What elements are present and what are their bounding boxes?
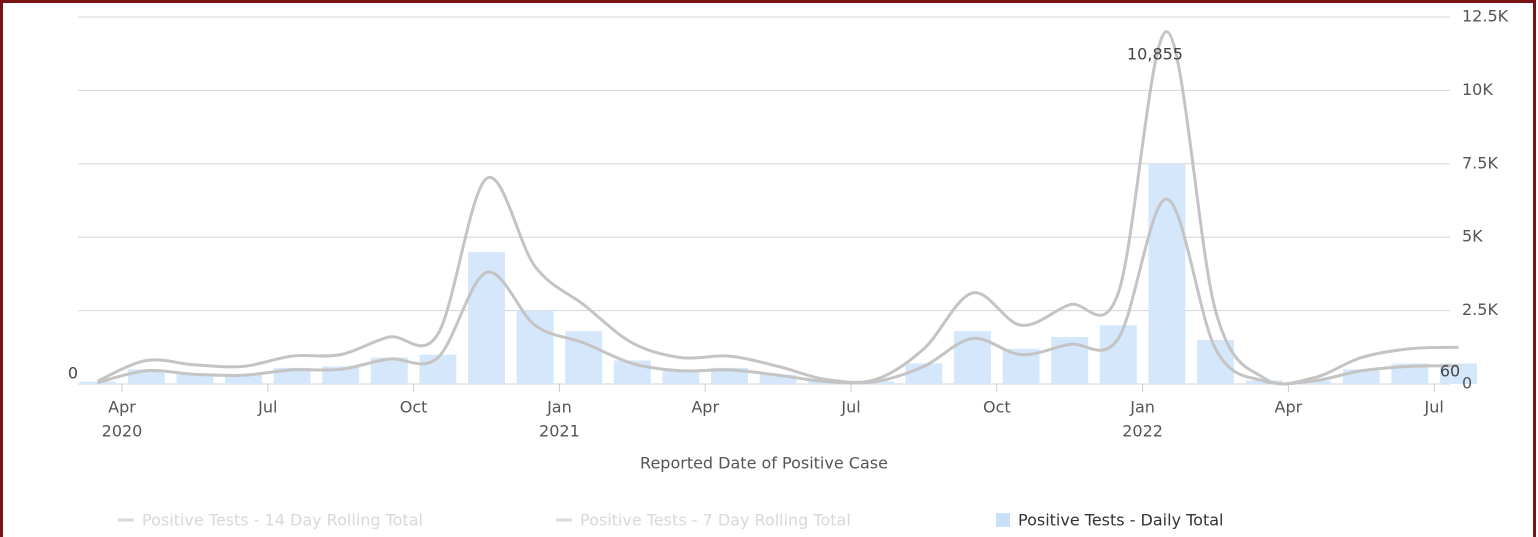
x-tick-year: 2020 <box>102 422 143 441</box>
bar <box>1148 163 1186 384</box>
annotation: 10,855 <box>1127 45 1183 64</box>
x-tick-year: 2021 <box>539 422 580 441</box>
x-tick-label: Jan <box>1129 398 1155 417</box>
x-axis-label: Reported Date of Positive Case <box>640 454 888 473</box>
x-tick-label: Jul <box>1424 398 1444 417</box>
bar <box>1099 325 1137 384</box>
bar <box>759 374 797 384</box>
line <box>97 30 1459 386</box>
y-tick-label: 7.5K <box>1462 153 1498 172</box>
y-tick-label: 0 <box>1462 374 1472 393</box>
bar <box>516 310 554 384</box>
annotation: 0 <box>68 364 78 383</box>
x-tick-label: Oct <box>400 398 428 417</box>
bar <box>905 363 943 384</box>
y-tick-label: 5K <box>1462 227 1483 246</box>
legend-label: Positive Tests - Daily Total <box>1018 511 1224 530</box>
x-tick-label: Apr <box>108 398 136 417</box>
x-tick-label: Jan <box>546 398 572 417</box>
x-tick-label: Apr <box>691 398 719 417</box>
bar <box>225 374 262 384</box>
bar <box>1391 363 1429 384</box>
x-tick-label: Jul <box>257 398 277 417</box>
legend-label: Positive Tests - 14 Day Rolling Total <box>142 511 423 530</box>
annotation: 60 <box>1440 362 1460 381</box>
x-tick-label: Jul <box>840 398 860 417</box>
line <box>97 197 1459 386</box>
x-tick-label: Apr <box>1275 398 1303 417</box>
bar <box>176 373 214 384</box>
bar <box>1440 363 1477 384</box>
legend-label: Positive Tests - 7 Day Rolling Total <box>580 511 851 530</box>
y-tick-label: 12.5K <box>1462 7 1509 26</box>
legend-swatch <box>996 513 1010 527</box>
bar <box>79 381 117 384</box>
x-tick-year: 2022 <box>1122 422 1163 441</box>
bar <box>662 369 700 384</box>
y-tick-label: 10K <box>1462 80 1493 99</box>
y-tick-label: 2.5K <box>1462 300 1498 319</box>
x-tick-label: Oct <box>983 398 1011 417</box>
